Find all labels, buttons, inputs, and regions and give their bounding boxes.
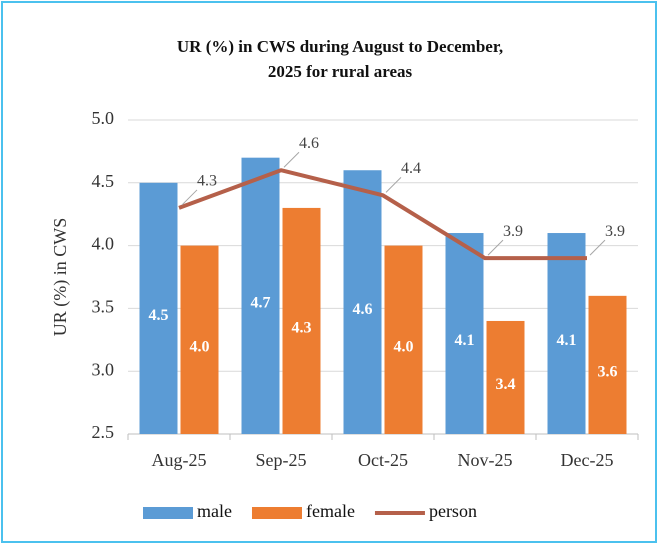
y-tick-label: 4.5 [92, 171, 115, 191]
data-label: 3.4 [496, 376, 516, 393]
y-tick-label: 5.0 [92, 108, 115, 128]
leader-line [181, 189, 198, 206]
data-label: 4.1 [455, 332, 475, 349]
x-tick-label: Dec-25 [561, 450, 614, 470]
bar [282, 207, 321, 434]
data-label: 4.0 [394, 338, 414, 355]
bar [180, 245, 219, 434]
x-tick-label: Aug-25 [152, 450, 207, 470]
x-tick-label: Oct-25 [358, 450, 408, 470]
data-label: 3.9 [503, 223, 523, 240]
data-label: 3.9 [605, 223, 625, 240]
data-label: 4.1 [557, 332, 577, 349]
y-tick-label: 3.5 [92, 297, 115, 317]
leader-line [385, 177, 402, 193]
bar [486, 320, 525, 434]
bar [384, 245, 423, 434]
data-label: 4.6 [299, 135, 319, 152]
y-tick-label: 2.5 [92, 422, 115, 442]
legend-swatch [251, 507, 302, 519]
legend-label: male [197, 501, 232, 521]
x-tick-label: Nov-25 [458, 450, 513, 470]
legend-label: person [429, 501, 477, 521]
leader-line [283, 151, 300, 168]
data-label: 4.7 [251, 295, 271, 312]
y-axis-label: UR (%) in CWS [50, 218, 71, 337]
chart-title: UR (%) in CWS during August to December, [177, 37, 503, 56]
bar [241, 157, 280, 434]
x-tick-label: Sep-25 [256, 450, 307, 470]
leader-line [589, 239, 606, 256]
line [178, 168, 587, 261]
chart-title: 2025 for rural areas [268, 62, 413, 81]
data-label: 4.0 [190, 338, 210, 355]
data-label: 4.3 [292, 320, 312, 337]
data-label: 4.3 [197, 173, 217, 190]
bar [343, 170, 382, 435]
legend-swatch [143, 507, 193, 519]
legend-label: female [306, 501, 355, 521]
data-label: 4.6 [353, 301, 373, 318]
bar [547, 233, 586, 434]
data-label: 3.6 [598, 364, 618, 381]
leader-line [487, 239, 504, 256]
y-tick-label: 4.0 [92, 234, 115, 254]
bar [588, 295, 627, 434]
bar [445, 233, 484, 434]
bar [139, 182, 178, 434]
y-tick-label: 3.0 [92, 359, 115, 379]
data-label: 4.4 [401, 160, 421, 177]
data-label: 4.5 [149, 307, 169, 324]
